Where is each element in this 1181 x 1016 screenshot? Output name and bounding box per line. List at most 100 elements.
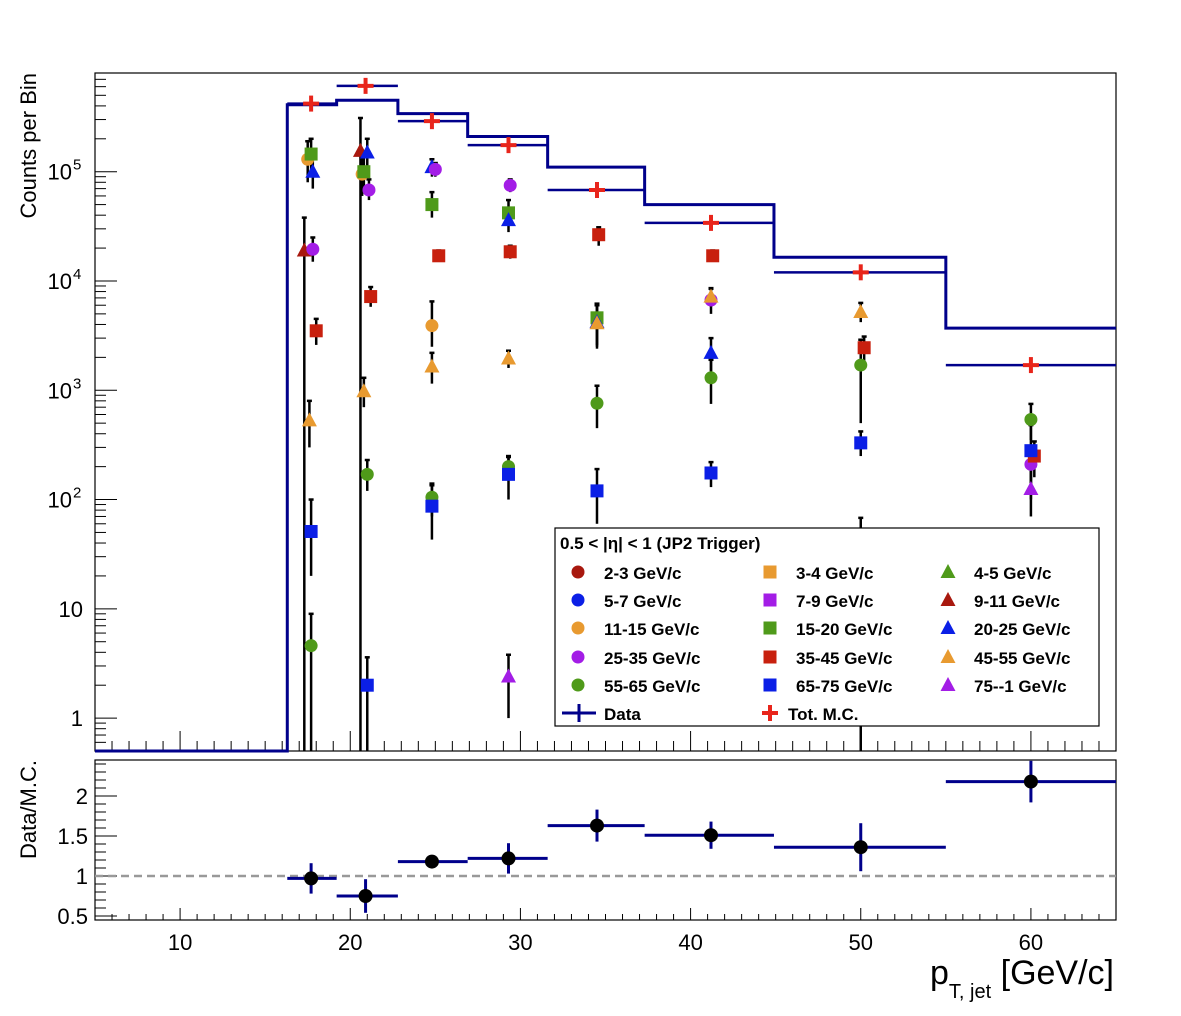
legend-label: 15-20 GeV/c [796,620,892,639]
legend-label: 2-3 GeV/c [604,564,682,583]
ratio-point [853,840,868,855]
ratio-points [287,760,1116,913]
legend-entries: 2-3 GeV/c 3-4 GeV/c 4-5 GeV/c 5-7 GeV/c 7-9 … [562,564,1070,724]
data-point [503,245,517,259]
data-point [362,183,376,197]
ratio-point [304,871,319,886]
data-point [854,358,868,372]
data-point [589,315,605,330]
legend-title: 0.5 < |η| < 1 (JP2 Trigger) [560,534,760,553]
data-point [425,198,439,212]
data-point [364,290,378,304]
legend-label: 45-55 GeV/c [974,649,1070,668]
ratio-point [501,851,516,866]
upper-y-tick-label: 10 [48,488,72,513]
data-point [428,162,442,176]
x-axis-title-unit: [GeV/c] [991,954,1114,992]
legend-marker [763,621,777,635]
legend-label: 35-45 GeV/c [796,649,892,668]
lower-y-axis-label: Data/M.C. [16,760,41,859]
x-tick-label: 10 [168,930,192,955]
lower-y-tick-label: 2 [76,784,88,809]
legend-label: 11-15 GeV/c [604,620,699,639]
data-point [360,467,374,481]
data-point [703,288,719,303]
legend-label: 7-9 GeV/c [796,592,874,611]
x-tick-labels: 10 20 30 40 50 60 [168,930,1043,955]
data-point [501,350,517,365]
data-point [853,304,869,319]
legend-label: 20-25 GeV/c [974,620,1070,639]
upper-y-tick-label: 10 [48,160,72,185]
legend-marker [571,650,585,664]
upper-y-tick-exponent: 2 [73,485,81,502]
ratio-point [704,828,719,843]
legend-marker [940,564,956,578]
data-point [305,163,321,178]
data-point [706,249,720,263]
upper-y-tick-label: 10 [59,597,83,622]
legend-marker [940,649,956,663]
legend-label: 65-75 GeV/c [796,677,892,696]
x-axis-title-main: p [930,954,949,992]
data-point [1024,413,1038,427]
legend: 0.5 < |η| < 1 (JP2 Trigger) 2-3 GeV/c 3-4… [554,527,1100,727]
legend-label: 55-65 GeV/c [604,677,700,696]
lower-panel: 0.5 1 1.5 2 Data/M.C. [16,759,1117,929]
data-point [503,178,517,192]
x-tick-label: 30 [508,930,532,955]
data-point [304,147,318,161]
legend-label: 3-4 GeV/c [796,564,874,583]
data-point [590,396,604,410]
legend-marker [571,565,585,579]
ratio-point [1023,774,1038,789]
x-tick-label: 20 [338,930,362,955]
upper-y-tick-exponent: 4 [73,266,81,283]
lower-y-ticks: 0.5 1 1.5 2 [57,763,117,929]
data-point [703,344,719,359]
mc-total-points [287,77,1116,374]
legend-marker [571,593,585,607]
lower-y-tick-label: 1.5 [57,824,88,849]
legend-marker [763,678,777,692]
data-point [704,466,718,480]
data-point [309,324,323,338]
legend-label: 5-7 GeV/c [604,592,682,611]
legend-marker [763,565,777,579]
lower-y-tick-label: 0.5 [57,904,88,929]
data-point [424,358,440,373]
legend-label: 25-35 GeV/c [604,649,700,668]
data-point [425,319,439,333]
x-axis-title: pT, jet [GeV/c] [930,954,1114,1003]
data-point [502,467,516,481]
data-point [425,499,439,513]
data-point [592,228,606,242]
legend-marker [940,677,956,691]
data-point [704,371,718,385]
upper-y-tick-label: 10 [48,269,72,294]
data-point [854,436,868,450]
data-point [306,242,320,256]
data-point [1024,444,1038,458]
legend-label: 4-5 GeV/c [974,564,1052,583]
x-tick-label: 50 [849,930,873,955]
legend-marker [940,620,956,634]
data-point [432,249,446,263]
upper-y-tick-label: 1 [71,706,83,731]
upper-y-tick-exponent: 3 [73,375,81,392]
data-point [501,212,517,227]
data-point [359,144,375,159]
legend-marker [763,650,777,664]
ratio-point [589,818,604,833]
data-point [360,678,374,692]
data-point [301,412,317,427]
ratio-point [358,889,373,903]
ratio-point [424,854,439,869]
legend-marker [763,593,777,607]
legend-marker [571,678,585,692]
legend-label: 75--1 GeV/c [974,677,1067,696]
x-tick-label: 60 [1019,930,1043,955]
data-point [304,524,318,538]
